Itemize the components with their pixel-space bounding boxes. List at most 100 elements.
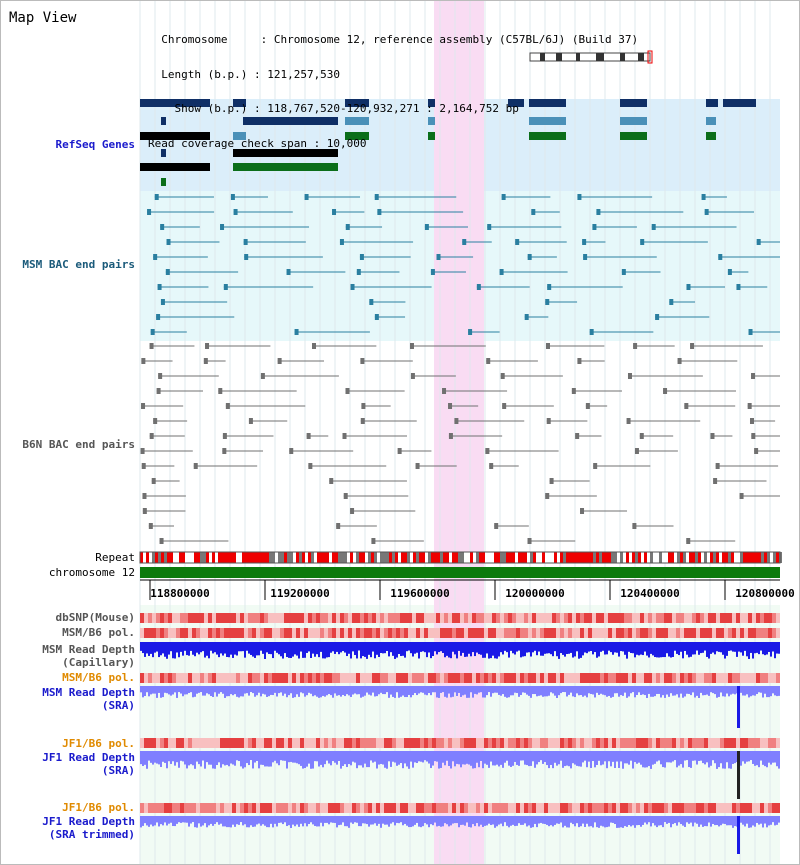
polymorphism-cell [308, 628, 312, 638]
track-label-dbsnp[interactable]: dbSNP(Mouse) [55, 611, 135, 624]
track-label-refseq[interactable]: RefSeq Genes [55, 138, 135, 151]
bac-end-msm [166, 239, 171, 245]
polymorphism-cell [200, 628, 204, 638]
read-depth-bar [670, 816, 672, 828]
repeat-block [773, 552, 776, 563]
read-depth-bar [424, 686, 426, 695]
polymorphism-cell [372, 628, 376, 638]
read-depth-bar [456, 816, 458, 824]
polymorphism-cell [688, 738, 692, 748]
gene-feature [620, 99, 647, 107]
read-depth-bar [462, 751, 464, 765]
read-depth-bar [518, 686, 520, 697]
read-depth-bar [316, 816, 318, 827]
track-label-jf1-pol[interactable]: JF1/B6 pol. [62, 737, 135, 750]
read-depth-bar [296, 642, 298, 656]
read-depth-bar [634, 642, 636, 658]
read-depth-bar [548, 686, 550, 696]
read-depth-bar [268, 686, 270, 697]
repeat-block [308, 552, 311, 563]
polymorphism-cell [336, 628, 340, 638]
polymorphism-cell [192, 738, 196, 748]
gene-feature [723, 99, 756, 107]
read-depth-bar [672, 751, 674, 762]
read-depth-bar [478, 751, 480, 768]
read-depth-bar [430, 816, 432, 825]
track-label-jf1-pol-2[interactable]: JF1/B6 pol. [62, 801, 135, 814]
polymorphism-cell [476, 613, 480, 623]
read-depth-bar [528, 816, 530, 826]
track-label-msm-bac[interactable]: MSM BAC end pairs [22, 258, 135, 271]
polymorphism-cell [244, 613, 248, 623]
repeat-block [356, 552, 359, 563]
polymorphism-cell [668, 628, 672, 638]
repeat-block [464, 552, 467, 563]
track-label-jf1-depth-sra[interactable]: JF1 Read Depth (SRA) [42, 751, 135, 777]
read-depth-bar [234, 642, 236, 655]
read-depth-bar [460, 686, 462, 697]
read-depth-bar [586, 751, 588, 768]
bac-end-b6n [142, 493, 147, 499]
read-depth-bar [432, 642, 434, 657]
read-depth-bar [652, 751, 654, 765]
read-depth-bar [518, 642, 520, 651]
repeat-block [434, 552, 437, 563]
polymorphism-cell [152, 673, 156, 683]
polymorphism-cell [352, 738, 356, 748]
bac-end-msm [286, 269, 291, 275]
polymorphism-cell [688, 613, 692, 623]
track-label-b6n-bac[interactable]: B6N BAC end pairs [22, 438, 135, 451]
read-depth-bar [412, 816, 414, 827]
gene-feature [243, 117, 338, 125]
polymorphism-cell [224, 628, 228, 638]
read-depth-bar [448, 751, 450, 767]
read-depth-bar [742, 816, 744, 825]
repeat-block [296, 552, 299, 563]
read-depth-bar [674, 642, 676, 651]
read-depth-bar [738, 642, 740, 652]
repeat-block [452, 552, 455, 563]
read-depth-bar [340, 686, 342, 697]
repeat-block [323, 552, 326, 563]
read-depth-bar [620, 751, 622, 762]
read-depth-bar [376, 642, 378, 655]
polymorphism-cell [752, 803, 756, 813]
repeat-block [593, 552, 596, 563]
read-depth-bar [594, 686, 596, 698]
track-label-msm-pol[interactable]: MSM/B6 pol. [62, 626, 135, 639]
read-depth-bar [280, 686, 282, 693]
polymorphism-cell [252, 738, 256, 748]
polymorphism-cell [216, 738, 220, 748]
polymorphism-cell [584, 803, 588, 813]
read-depth-bar [666, 642, 668, 654]
read-depth-bar [332, 751, 334, 762]
read-depth-bar [776, 816, 778, 825]
track-label-repeat[interactable]: Repeat [95, 551, 135, 564]
repeat-block [521, 552, 524, 563]
track-label-msm-depth-sra[interactable]: MSM Read Depth (SRA) [42, 686, 135, 712]
polymorphism-cell [276, 738, 280, 748]
bac-end-b6n [627, 373, 632, 379]
polymorphism-cell [228, 673, 232, 683]
read-depth-bar [188, 686, 190, 694]
repeat-block [371, 552, 374, 563]
read-depth-bar [298, 816, 300, 827]
read-depth-bar [514, 642, 516, 655]
track-label-jf1-depth-trimmed[interactable]: JF1 Read Depth (SRA trimmed) [42, 815, 135, 841]
polymorphism-cell [712, 628, 716, 638]
read-depth-bar [170, 686, 172, 696]
read-depth-bar [426, 686, 428, 696]
read-depth-bar [692, 751, 694, 761]
track-label-msm-depth-capillary[interactable]: MSM Read Depth (Capillary) [42, 643, 135, 669]
track-label-chromosome[interactable]: chromosome 12 [48, 566, 135, 579]
read-depth-bar [506, 816, 508, 826]
polymorphism-cell [376, 628, 380, 638]
track-label-msm-pol-2[interactable]: MSM/B6 pol. [62, 671, 135, 684]
polymorphism-cell [328, 673, 332, 683]
read-depth-bar [726, 816, 728, 826]
polymorphism-cell [508, 673, 512, 683]
read-depth-bar [590, 751, 592, 768]
polymorphism-cell [704, 738, 708, 748]
read-depth-bar [218, 686, 220, 694]
